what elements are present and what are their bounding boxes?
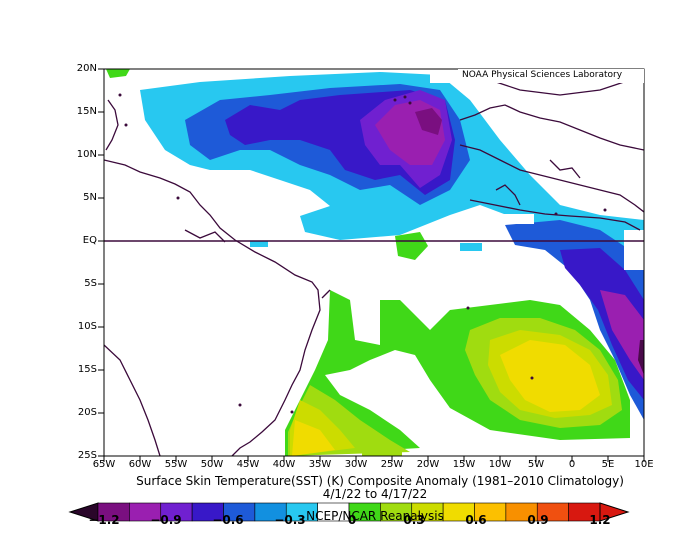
- lat-tick-label: 20N: [76, 63, 97, 74]
- lat-tick-label: 5S: [84, 278, 97, 289]
- map-title: Surface Skin Temperature(SST) (K) Compos…: [136, 474, 624, 488]
- lon-tick-label: 35W: [308, 459, 332, 470]
- lon-tick-label: 60W: [128, 459, 152, 470]
- data-source: NCEP/NCAR Reanalysis: [306, 509, 444, 523]
- lon-tick-label: 25W: [380, 459, 404, 470]
- positive-anomaly-fields: [106, 69, 630, 456]
- lon-tick-label: 50W: [200, 459, 224, 470]
- colorbar: [68, 502, 630, 522]
- lon-tick-label: 65W: [92, 459, 116, 470]
- lon-tick-label: 5W: [527, 459, 545, 470]
- lon-tick-label: 40W: [272, 459, 296, 470]
- colorbar-label: 1.2: [589, 513, 611, 527]
- plot-frame: [103, 68, 645, 457]
- lat-tick-label: 5N: [83, 192, 97, 203]
- lon-tick-label: 20W: [416, 459, 440, 470]
- lat-tick-label: 10S: [77, 321, 97, 332]
- colorbar-label: −1.2: [88, 513, 120, 527]
- colorbar-label: −0.9: [150, 513, 182, 527]
- colorbar-label: 0.9: [527, 513, 549, 527]
- lon-tick-label: 45W: [236, 459, 260, 470]
- date-range: 4/1/22 to 4/17/22: [322, 487, 428, 501]
- colorbar-label: −0.3: [274, 513, 306, 527]
- colorbar-label: 0: [347, 513, 357, 527]
- colorbar-label: 0.3: [403, 513, 425, 527]
- coastlines: [104, 69, 644, 456]
- lat-tick-label: EQ: [82, 235, 97, 246]
- lat-tick-label: 15S: [77, 364, 97, 375]
- lon-tick-label: 5E: [601, 459, 615, 470]
- lon-tick-label: 30W: [344, 459, 368, 470]
- lon-tick-label: 55W: [164, 459, 188, 470]
- lon-tick-label: 10E: [634, 459, 654, 470]
- lon-tick-label: 15W: [452, 459, 476, 470]
- lat-tick-label: 25S: [77, 450, 97, 461]
- lat-tick-label: 10N: [76, 149, 97, 160]
- lat-tick-label: 20S: [77, 407, 97, 418]
- lat-tick-label: 15N: [76, 106, 97, 117]
- colorbar-label: 0.6: [465, 513, 487, 527]
- colorbar-label: −0.6: [212, 513, 244, 527]
- lon-tick-label: 10W: [488, 459, 512, 470]
- negative-anomaly-fields: [140, 72, 644, 420]
- credit-label: NOAA Physical Sciences Laboratory: [462, 70, 623, 80]
- lon-tick-label: 0: [568, 459, 576, 470]
